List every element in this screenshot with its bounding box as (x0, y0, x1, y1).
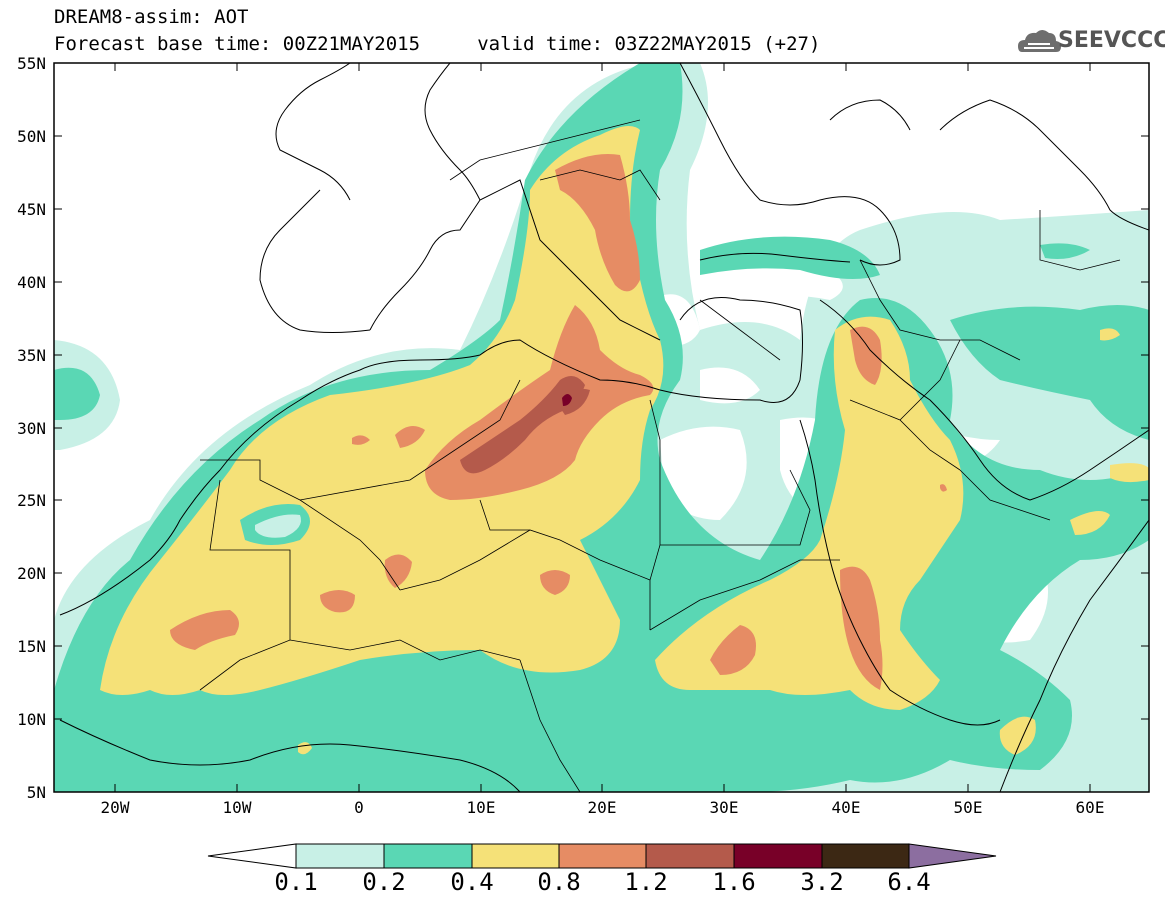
colorbar-segment (645, 843, 735, 869)
forecast-time-line: Forecast base time: 00Z21MAY2015 valid t… (54, 33, 821, 55)
colorbar-segment-below (207, 843, 297, 869)
lon-label: 0 (354, 798, 364, 817)
lon-label: 10W (222, 798, 252, 817)
lon-label: 20W (100, 798, 130, 817)
colorbar-label: 0.1 (274, 868, 318, 896)
lon-label: 20E (587, 798, 617, 817)
lon-label: 40E (831, 798, 861, 817)
colorbar-segment (471, 843, 560, 869)
colorbar-segment (295, 843, 385, 869)
lat-label: 5N (26, 783, 46, 802)
lat-label: 25N (17, 491, 46, 510)
lat-label: 45N (17, 200, 46, 219)
colorbar-label: 6.4 (887, 868, 931, 896)
aot-contours (54, 63, 1149, 792)
lon-label: 60E (1075, 798, 1105, 817)
colorbar-label: 0.2 (362, 868, 406, 896)
lat-label: 35N (17, 346, 46, 365)
logo-text: SEEVCCC (1058, 28, 1165, 53)
colorbar-segment (821, 843, 910, 869)
lat-label: 30N (17, 419, 46, 438)
colorbar-label: 1.2 (624, 868, 668, 896)
contour-level-1.6 (562, 394, 572, 406)
lat-label: 15N (17, 637, 46, 656)
coastlines (59, 63, 1149, 792)
colorbar-label: 0.8 (537, 868, 581, 896)
lon-label: 30E (709, 798, 739, 817)
map-title: DREAM8-assim: AOT (54, 6, 249, 28)
lat-label: 50N (17, 127, 46, 146)
colorbar-segment (733, 843, 823, 869)
cloud-icon (1018, 30, 1062, 52)
lat-label: 55N (17, 54, 46, 73)
lat-label: 10N (17, 710, 46, 729)
lat-label: 40N (17, 273, 46, 292)
colorbar-label: 1.6 (712, 868, 756, 896)
colorbar (207, 843, 997, 869)
lat-label: 20N (17, 564, 46, 583)
contour-level-0.4 (100, 126, 1149, 755)
lon-label: 10E (466, 798, 496, 817)
colorbar-label: 0.4 (450, 868, 494, 896)
contour-level-1.2 (460, 376, 590, 474)
country-borders (199, 119, 1121, 792)
lat-ticks (54, 62, 1149, 793)
lon-label: 50E (953, 798, 983, 817)
colorbar-label: 3.2 (800, 868, 844, 896)
colorbar-segment (383, 843, 473, 869)
lon-ticks (114, 63, 1091, 792)
colorbar-segment-above (908, 843, 997, 869)
colorbar-segment (558, 843, 647, 869)
contour-inner-0.1 (255, 514, 301, 538)
